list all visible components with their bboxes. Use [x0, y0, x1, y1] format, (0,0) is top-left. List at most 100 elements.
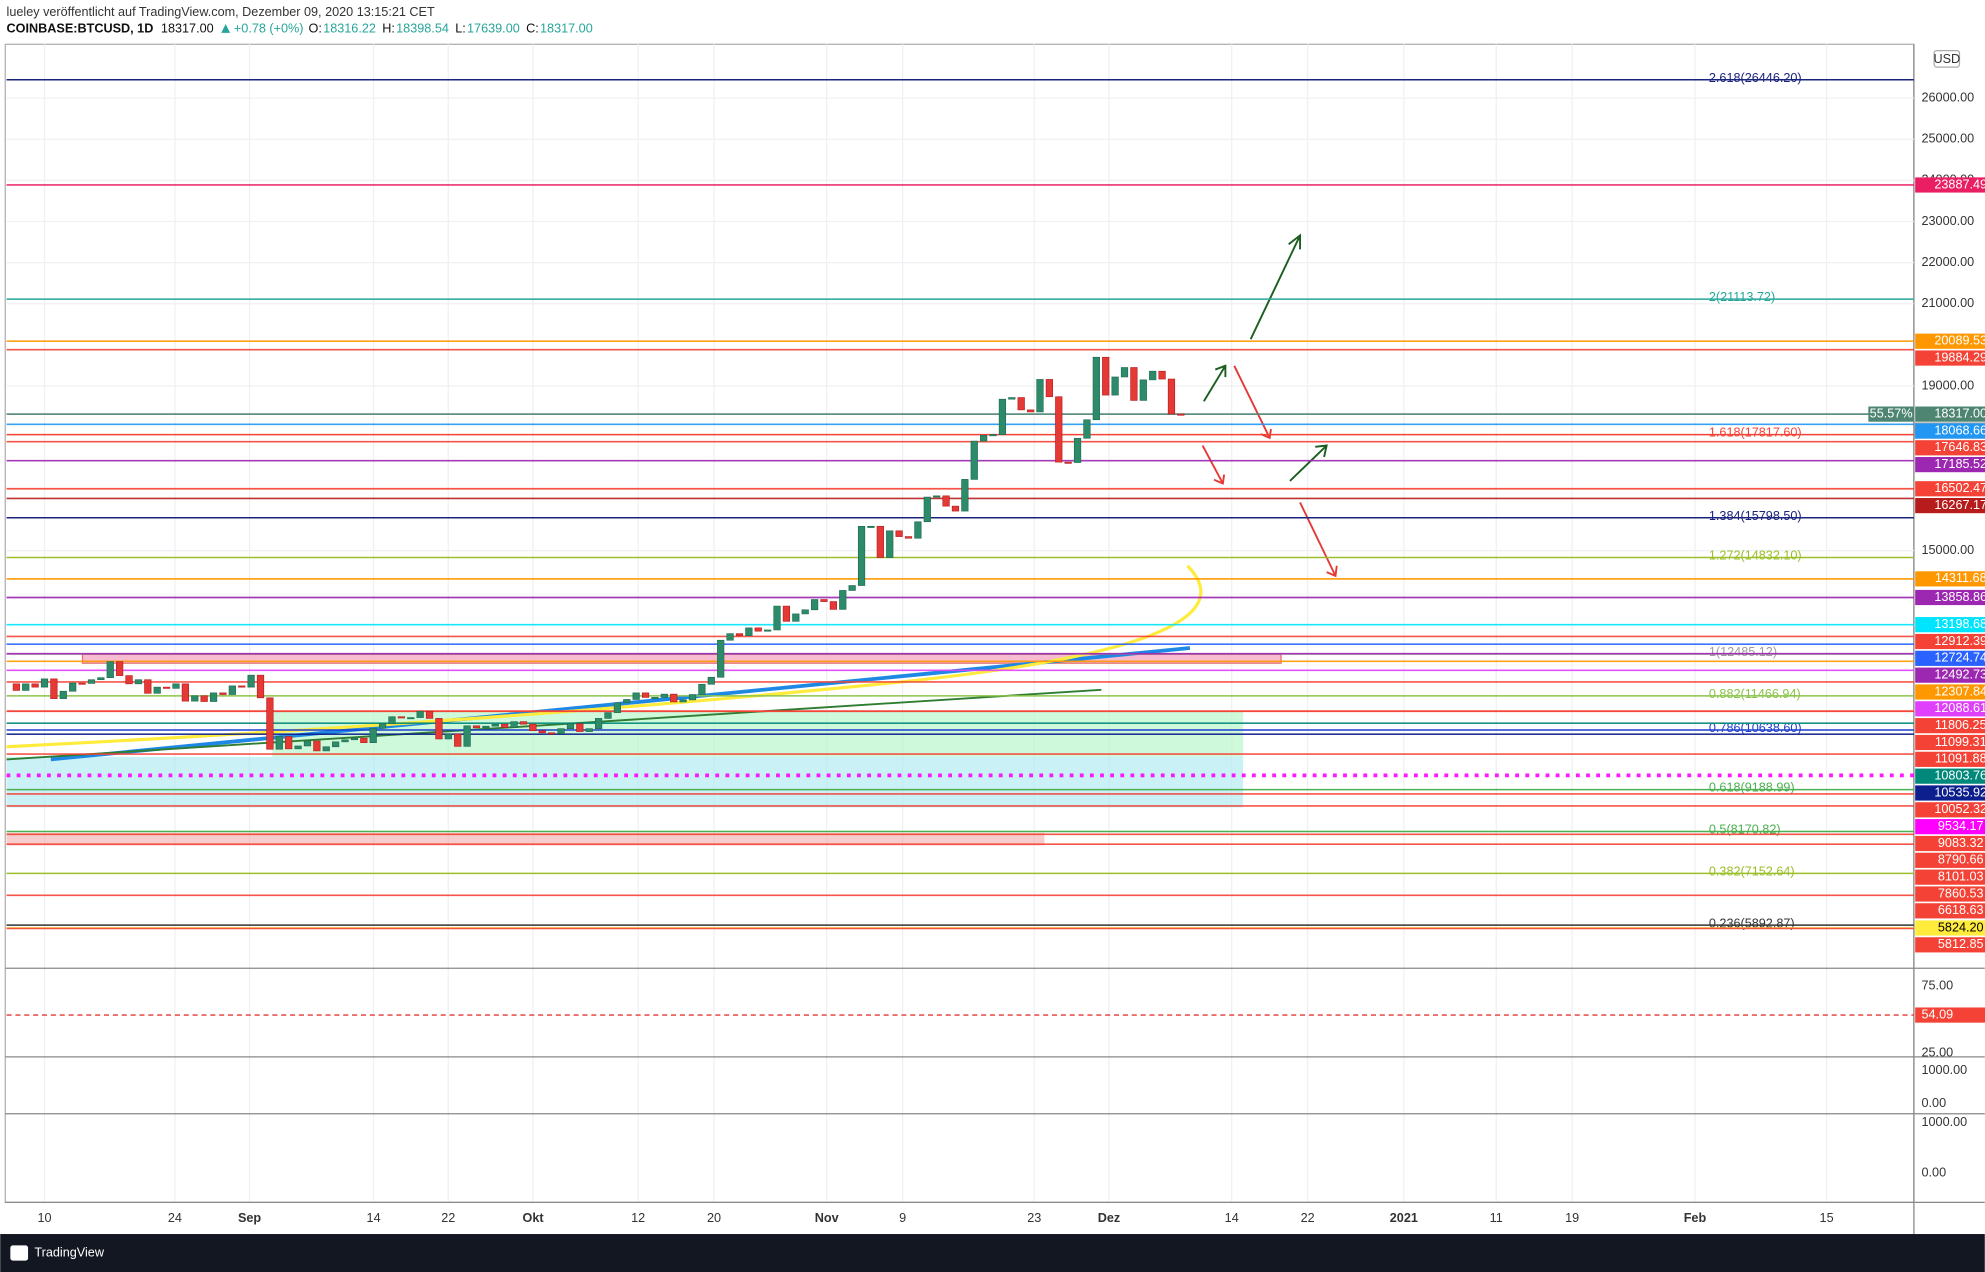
candle-body [313, 740, 321, 752]
price-tag [1915, 785, 1985, 801]
y-tick-label: 26000.00 [1922, 90, 1975, 104]
candle-body [106, 661, 114, 678]
candle-body [144, 679, 152, 694]
candle-body [435, 718, 443, 740]
price-tag [1915, 903, 1985, 919]
candle-body [162, 686, 171, 689]
candle-body [829, 601, 837, 610]
candle-body [266, 697, 274, 750]
candle-body [294, 745, 302, 750]
candle-body [454, 733, 462, 747]
fib-label: 0.236(5892.87) [1709, 916, 1795, 930]
x-tick-label: Sep [238, 1211, 261, 1225]
price-tag-label: 5824.20 [1938, 920, 1984, 934]
candle-body [773, 605, 781, 631]
x-tick-label: 22 [1301, 1211, 1315, 1225]
candle-body [792, 613, 800, 622]
candle-body [322, 746, 330, 752]
ohlc-key: L: [455, 21, 466, 35]
candle-body [1092, 356, 1100, 421]
candle-body [1149, 370, 1157, 381]
x-tick-label: 11 [1490, 1211, 1503, 1225]
price-tag-label: 18317.00 [1934, 406, 1985, 420]
price-tag-label: 16502.47 [1934, 481, 1985, 495]
candle-body [989, 434, 997, 437]
price-tag-label: 7860.53 [1938, 886, 1984, 900]
candle-body [482, 725, 490, 729]
candle-body [209, 692, 218, 702]
zone-red [6, 832, 1045, 846]
x-tick-label: 22 [441, 1211, 455, 1225]
price-tag-label: 8101.03 [1938, 870, 1984, 884]
candle-body [923, 496, 931, 523]
price-tag-label: 12492.73 [1934, 668, 1985, 682]
price-tag-label: 18068.66 [1934, 423, 1985, 437]
price-tag [1915, 920, 1985, 936]
candle-body [613, 702, 621, 713]
percent-tag-label: 55.57% [1870, 406, 1913, 420]
candle-body [228, 685, 236, 695]
up-triangle [221, 24, 231, 33]
x-tick-label: 2021 [1390, 1211, 1418, 1225]
candle-body [153, 686, 161, 694]
fib-label: 0.618(9188.99) [1709, 781, 1795, 795]
candle-body [942, 495, 950, 507]
price-tag [1915, 768, 1985, 784]
candle-body [350, 737, 359, 741]
candle-body [519, 721, 528, 725]
candle-body [1167, 378, 1176, 415]
fib-label: 0.5(8170.82) [1709, 823, 1781, 837]
price-tag-label: 17646.83 [1934, 440, 1985, 454]
price-tag [1915, 406, 1985, 422]
candle-body [660, 693, 668, 698]
candle-body [69, 682, 77, 692]
ohlc-key: H: [382, 21, 395, 35]
price-tag-label: 10052.32 [1934, 802, 1985, 816]
candle-body [1045, 379, 1053, 398]
candle-body [970, 440, 978, 480]
candle-body [172, 683, 180, 689]
price-tag [1915, 617, 1985, 633]
macd-tick-label: 1000.00 [1922, 1063, 1968, 1077]
price-tag [1915, 457, 1985, 473]
price-tag [1915, 177, 1985, 193]
candle-body [303, 740, 312, 747]
candle-body [378, 723, 387, 729]
x-tick-label: 15 [1820, 1211, 1834, 1225]
candle-body [735, 633, 744, 637]
plot-frame [4, 43, 1915, 1204]
osc-tick-label: 0.00 [1922, 1166, 1947, 1180]
candle-body [951, 505, 960, 512]
candle-body [548, 732, 556, 735]
x-tick-label: 14 [1225, 1211, 1239, 1225]
candle-body [134, 679, 143, 685]
candle-body [1120, 367, 1129, 378]
price-tag [1915, 937, 1985, 953]
price-tag-label: 13198.68 [1934, 617, 1985, 631]
rsi-tick-label: 54.09 [1922, 1007, 1954, 1021]
candle-body [566, 723, 575, 729]
candle-body [369, 727, 377, 743]
ohlc-value: 18398.54 [396, 21, 449, 35]
fib-label: 2.618(26446.20) [1709, 71, 1802, 85]
candle-body [801, 609, 809, 615]
candle-body [688, 694, 697, 701]
candle-body [472, 725, 481, 729]
candle-body [50, 678, 58, 699]
candle-body [782, 605, 791, 622]
candle-body [904, 536, 913, 539]
ohlc-key: C: [526, 21, 539, 35]
candle-body [651, 697, 659, 699]
candle-body [1083, 419, 1091, 439]
candle-body [1130, 367, 1138, 401]
candle-body [22, 683, 30, 691]
y-tick-label: 19000.00 [1922, 378, 1975, 392]
fib-label: 1.618(17817.60) [1709, 426, 1802, 440]
price-tag-label: 16267.17 [1934, 498, 1985, 512]
candle-body [200, 695, 208, 702]
candle-body [604, 712, 612, 719]
candle-body [1102, 356, 1110, 396]
price-tag [1915, 886, 1985, 902]
price-tag-label: 13858.86 [1934, 590, 1985, 604]
